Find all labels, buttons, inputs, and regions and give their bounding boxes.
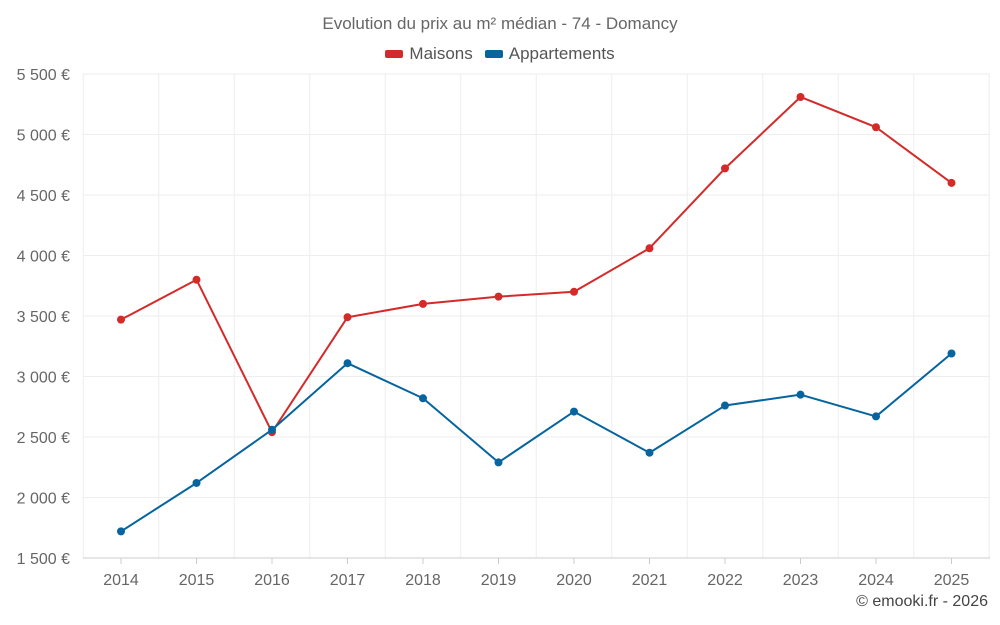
y-tick-label: 4 500 € xyxy=(17,188,70,205)
x-tick-label: 2025 xyxy=(934,572,970,589)
legend-item-appartements[interactable]: Appartements xyxy=(484,44,615,64)
data-point-maisons xyxy=(872,123,880,132)
y-tick-label: 2 000 € xyxy=(17,491,70,508)
y-tick-label: 5 000 € xyxy=(17,128,70,145)
y-tick-label: 5 500 € xyxy=(17,67,70,84)
data-point-appartements xyxy=(796,390,805,399)
data-point-appartements xyxy=(117,527,125,536)
x-tick-label: 2014 xyxy=(103,572,139,589)
legend-label-maisons: Maisons xyxy=(409,44,473,63)
y-tick-label: 3 500 € xyxy=(17,309,70,326)
y-tick-label: 2 500 € xyxy=(17,430,70,447)
x-tick-label: 2018 xyxy=(405,572,441,589)
data-point-appartements xyxy=(343,359,352,368)
x-tick-label: 2024 xyxy=(858,572,894,589)
data-point-appartements xyxy=(947,349,956,358)
data-point-maisons xyxy=(645,244,654,253)
x-tick-label: 2021 xyxy=(632,572,668,589)
x-tick-label: 2017 xyxy=(330,572,366,589)
legend: Maisons Appartements xyxy=(0,44,1000,64)
chart-title: Evolution du prix au m² médian - 74 - Do… xyxy=(322,14,678,33)
x-tick-label: 2019 xyxy=(481,572,517,589)
data-point-maisons xyxy=(419,299,427,308)
data-point-appartements xyxy=(268,425,276,434)
data-point-appartements xyxy=(570,407,578,416)
data-point-maisons xyxy=(570,287,578,296)
data-point-maisons xyxy=(494,292,503,301)
legend-item-maisons[interactable]: Maisons xyxy=(385,44,473,64)
data-point-maisons xyxy=(343,313,352,322)
data-point-maisons xyxy=(192,275,201,284)
legend-swatch-appartements xyxy=(484,50,503,58)
y-tick-label: 3 000 € xyxy=(17,370,70,387)
data-point-appartements xyxy=(721,401,729,410)
data-point-appartements xyxy=(872,412,880,421)
legend-swatch-maisons xyxy=(385,50,404,58)
data-point-maisons xyxy=(721,164,729,173)
data-point-appartements xyxy=(494,458,503,467)
data-point-appartements xyxy=(192,478,201,487)
series-line-maisons xyxy=(120,95,953,434)
y-tick-label: 4 000 € xyxy=(17,249,70,266)
data-point-maisons xyxy=(796,92,805,101)
credit-text: © emooki.fr - 2026 xyxy=(856,593,988,610)
x-tick-label: 2020 xyxy=(556,572,592,589)
data-point-appartements xyxy=(645,448,654,457)
data-point-maisons xyxy=(117,315,125,324)
legend-label-appartements: Appartements xyxy=(508,44,615,63)
series-layer xyxy=(117,92,956,536)
data-point-maisons xyxy=(947,178,956,187)
axes: 1 500 € 2 000 € 2 500 € 3 000 € 3 500 € 4 000… xyxy=(17,67,990,589)
grid-lines xyxy=(82,73,990,558)
x-tick-label: 2015 xyxy=(179,572,215,589)
x-tick-label: 2022 xyxy=(707,572,743,589)
x-tick-label: 2016 xyxy=(254,572,290,589)
data-point-appartements xyxy=(419,394,427,403)
x-tick-label: 2023 xyxy=(783,572,819,589)
y-tick-label: 1 500 € xyxy=(17,551,70,568)
series-line-appartements xyxy=(120,352,953,533)
